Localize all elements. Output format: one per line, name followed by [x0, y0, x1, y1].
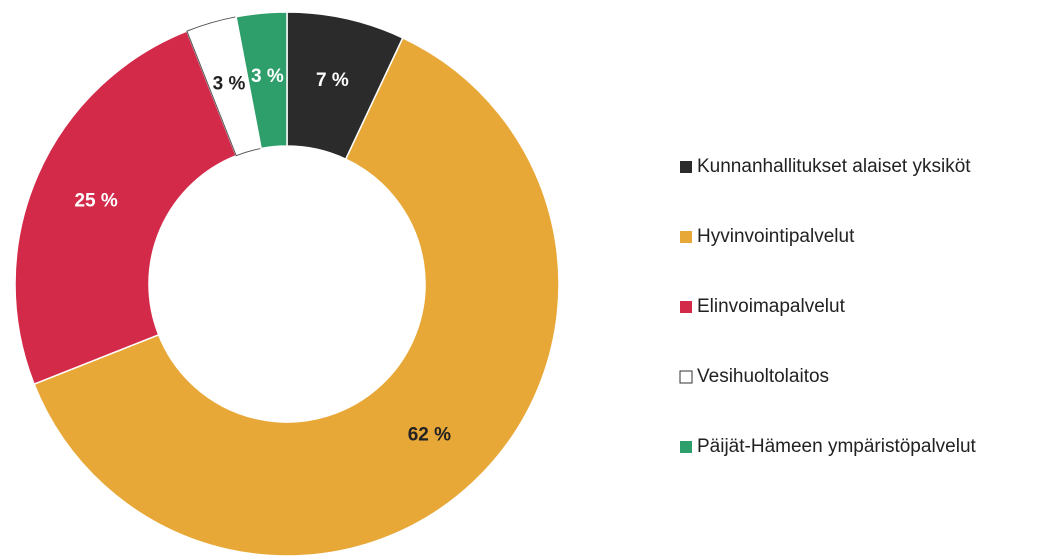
legend-label: Päijät-Hämeen ympäristöpalvelut	[697, 436, 977, 457]
legend-swatch	[679, 370, 693, 384]
legend-swatch	[680, 161, 692, 173]
value-label: 7 %	[316, 70, 349, 91]
value-label: 62 %	[408, 425, 451, 446]
legend-swatch	[680, 301, 692, 313]
donut-slice	[33, 36, 560, 557]
value-label: 25 %	[74, 190, 117, 211]
donut-slice	[14, 30, 238, 386]
donut-slice	[235, 11, 288, 150]
legend-swatch	[680, 441, 692, 453]
value-label: 3 %	[251, 66, 284, 87]
legend-label: Elinvoimapalvelut	[697, 296, 846, 317]
legend-swatch	[680, 231, 692, 243]
legend-label: Kunnanhallitukset alaiset yksiköt	[697, 156, 971, 177]
legend-label: Vesihuoltolaitos	[697, 366, 829, 387]
legend-label: Hyvinvointipalvelut	[697, 226, 855, 247]
value-label: 3 %	[213, 73, 246, 94]
